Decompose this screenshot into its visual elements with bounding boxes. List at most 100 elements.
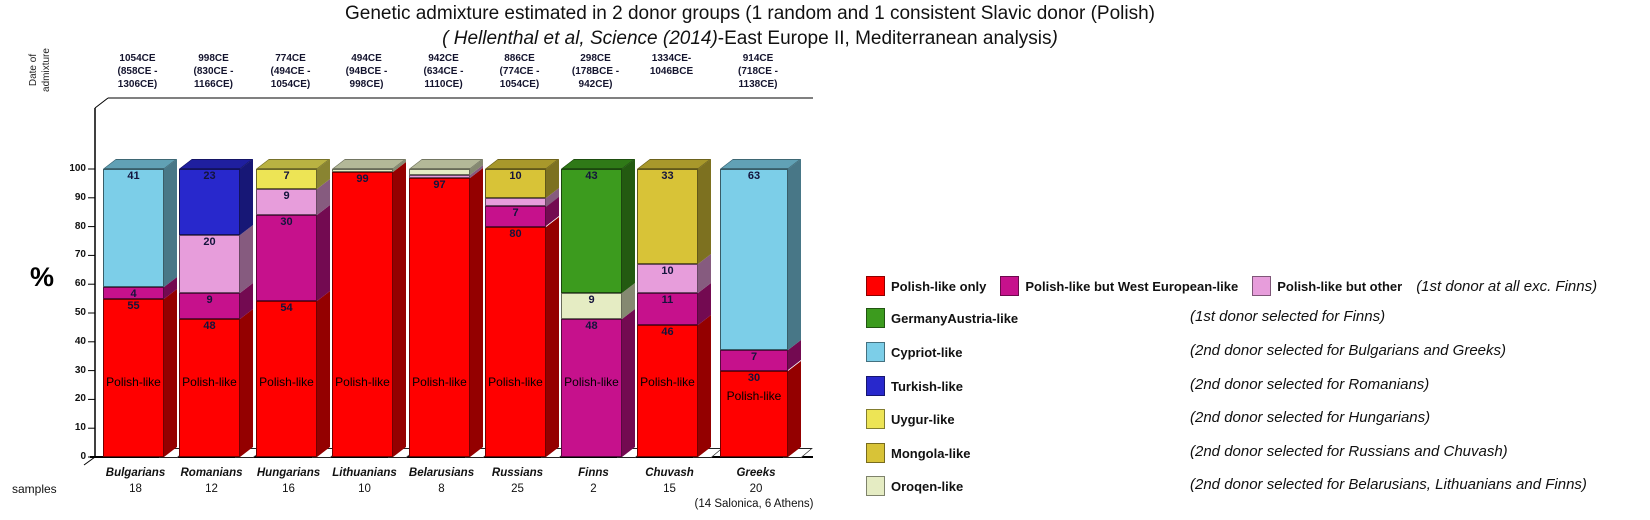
percent-axis-label: % — [29, 262, 54, 292]
legend-note: (1st donor selected for Finns) — [1190, 308, 1386, 325]
segment-front: 9 — [561, 292, 622, 319]
segment-side — [240, 159, 253, 236]
segment-cypriot: 41 — [103, 159, 177, 288]
segment-front: 97 — [409, 177, 470, 457]
legend-label: Mongola-like — [891, 445, 971, 461]
segment-front: 30 — [720, 370, 788, 457]
bar-bulgarians: 55 4 41 Polish-like — [103, 159, 189, 458]
legend-label: Oroqen-like — [891, 478, 964, 494]
segment-value-label: 10 — [509, 170, 522, 183]
bar-romanians: 48 9 20 23 Polish-like — [179, 159, 265, 458]
legend-row: Polish-like only Polish-like but West Eur… — [866, 274, 1597, 298]
segment-side — [546, 216, 559, 457]
legend-label: Polish-like but other — [1277, 278, 1403, 294]
legend-note: (1st donor at all exc. Finns) — [1416, 277, 1598, 295]
segment-front: 48 — [561, 318, 622, 457]
segment-west_european: 4 — [103, 277, 177, 301]
segment-front: 4 — [103, 287, 164, 301]
segment-polish: 97 — [409, 167, 483, 457]
segment-top — [256, 159, 330, 170]
segment-value-label: 30 — [747, 371, 761, 384]
segment-west_european: 7 — [720, 340, 801, 371]
category-label-chuvash: Chuvash — [645, 467, 694, 479]
segment-value-label: 80 — [509, 227, 522, 240]
chart-subtitle: ( Hellenthal et al, Science (2014)-East … — [150, 28, 1350, 50]
y-tick-label: 40 — [74, 335, 86, 347]
segment-front: 7 — [256, 169, 317, 190]
legend-swatch-oroqen — [866, 476, 885, 496]
chart-legend: Polish-like only Polish-like but West Eur… — [866, 274, 1650, 514]
segment-front: 10 — [485, 169, 546, 198]
date-label-greeks: 914CE (718CE -1138CE) — [737, 53, 778, 90]
segment-front: 11 — [637, 292, 698, 325]
legend-label: Uygur-like — [891, 411, 955, 427]
segment-west_european: 48 — [561, 308, 635, 457]
segment-polish: 48 — [179, 308, 253, 457]
segment-front: 10 — [637, 264, 698, 293]
polish-like-label: Polish-like — [488, 375, 543, 389]
segment-front: 63 — [720, 169, 788, 351]
segment-polish: 99 — [332, 161, 406, 457]
chart-title-text: Genetic admixture estimated in 2 donor g… — [344, 3, 1156, 24]
segment-polish: 46 — [637, 314, 711, 457]
segment-value-label: 43 — [585, 170, 598, 183]
legend-label: GermanyAustria-like — [891, 310, 1019, 326]
sample-note-greeks: (14 Salonica, 6 Athens) — [694, 498, 814, 510]
segment-front: 7 — [485, 206, 546, 227]
segment-other_pink: 20 — [179, 225, 253, 293]
segment-value-label: 4 — [130, 288, 137, 301]
category-label-russians: Russians — [491, 467, 544, 479]
segment-side — [698, 159, 711, 265]
y-tick-label: 100 — [69, 163, 86, 174]
samples-label: samples — [12, 482, 57, 496]
category-label-bulgarians: Bulgarians — [105, 467, 166, 479]
sample-count-romanians: 12 — [205, 483, 218, 495]
segment-cypriot: 63 — [720, 159, 801, 351]
legend-row: Oroqen-like (2nd donor selected for Belar… — [866, 474, 1587, 498]
segment-oroqen — [409, 159, 483, 175]
segment-side — [788, 159, 801, 351]
segment-value-label: 46 — [661, 325, 674, 338]
segment-side — [240, 225, 253, 293]
segment-front: 80 — [485, 226, 546, 457]
segment-other_pink — [409, 164, 483, 178]
segment-value-label: 7 — [283, 170, 290, 183]
bar-finns: 48 9 43 Polish-like — [561, 159, 647, 458]
chart-subtitle-analysis: -East Europe II, Mediterranean analysis — [717, 28, 1052, 49]
bar-belarusians: 97 Polish-like — [409, 159, 495, 458]
segment-value-label: 99 — [356, 172, 369, 185]
polish-like-label: Polish-like — [412, 375, 467, 389]
y-tick-label: 70 — [74, 249, 86, 261]
y-tick-label: 30 — [74, 364, 86, 376]
segment-polish: 30 — [720, 360, 801, 457]
segment-value-label: 9 — [588, 293, 595, 306]
segment-top — [561, 159, 635, 170]
legend-swatch-germany_austria — [866, 308, 885, 328]
segment-value-label: 55 — [127, 299, 140, 312]
segment-front: 20 — [179, 235, 240, 293]
sample-count-greeks: 20 — [749, 483, 763, 495]
segment-front — [409, 169, 470, 175]
legend-row: Uygur-like (2nd donor selected for Hungar… — [866, 407, 1430, 431]
date-label-lithuanians: 494CE (94BCE -998CE) — [345, 53, 388, 90]
segment-top — [409, 159, 483, 170]
segment-front: 23 — [179, 169, 240, 236]
sample-count-hungarians: 16 — [282, 483, 295, 495]
segment-value-label: 63 — [747, 170, 761, 183]
sample-count-lithuanians: 10 — [358, 483, 371, 495]
polish-like-label: Polish-like — [182, 375, 237, 389]
segment-uygur: 7 — [256, 159, 330, 190]
polish-like-label: Polish-like — [259, 375, 314, 389]
legend-row: GermanyAustria-like (1st donor selected f… — [866, 306, 1385, 330]
segment-side — [317, 205, 330, 302]
segment-polish: 55 — [103, 288, 177, 457]
segment-value-label: 11 — [661, 293, 674, 306]
date-label-russians: 886CE (774CE -1054CE) — [499, 53, 540, 90]
polish-like-label: Polish-like — [564, 375, 619, 389]
segment-value-label: 33 — [661, 170, 674, 183]
segment-side — [164, 159, 177, 288]
polish-like-label: Polish-like — [106, 375, 161, 389]
segment-oroqen — [332, 159, 406, 172]
category-label-greeks: Greeks — [736, 467, 776, 479]
